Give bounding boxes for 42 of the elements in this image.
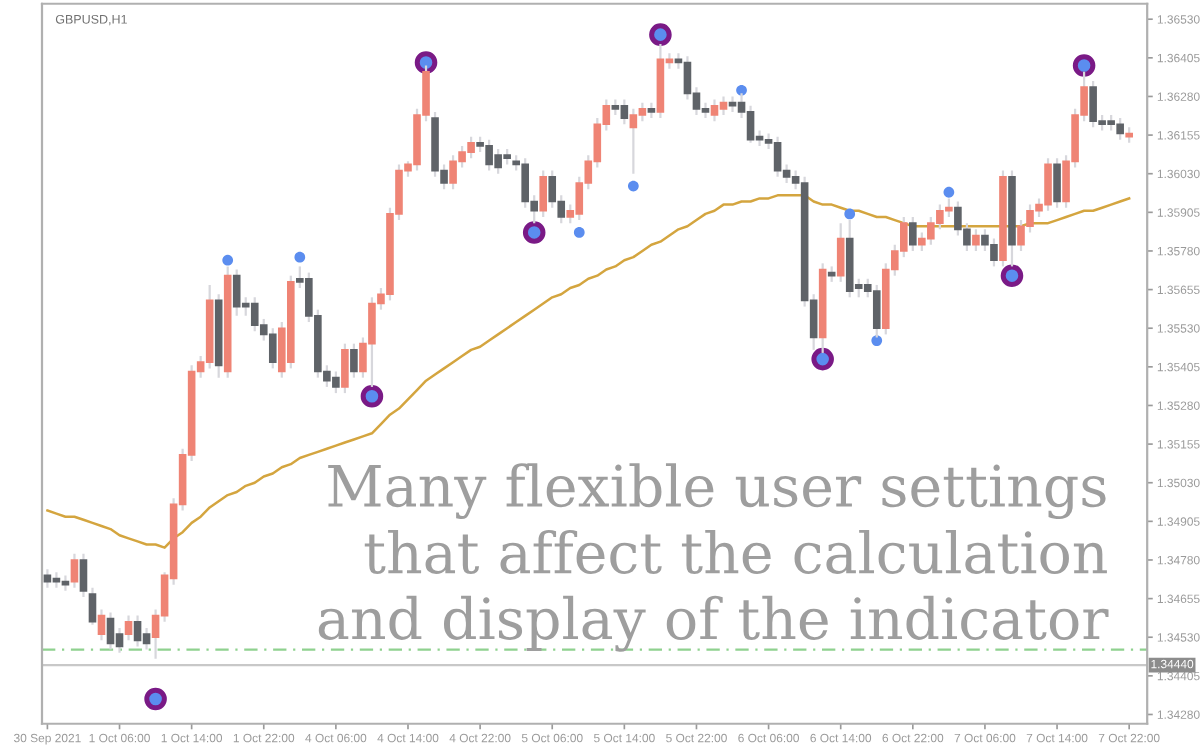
candlestick xyxy=(341,342,349,395)
candlestick xyxy=(61,574,70,592)
candlestick xyxy=(124,614,133,642)
point xyxy=(522,221,546,244)
candlestick xyxy=(746,104,755,144)
point xyxy=(871,335,883,346)
point xyxy=(222,254,234,266)
point xyxy=(573,227,585,238)
candlestick xyxy=(909,215,917,253)
candlestick xyxy=(719,95,728,117)
point xyxy=(144,687,167,711)
candlestick xyxy=(142,626,151,651)
point xyxy=(414,51,438,74)
candlestick xyxy=(106,611,115,651)
point xyxy=(1072,54,1096,77)
candlestick xyxy=(70,552,79,589)
candlestick xyxy=(539,169,548,219)
candlestick xyxy=(97,608,106,642)
point xyxy=(811,347,834,371)
candlestick xyxy=(629,107,638,175)
candlestick xyxy=(620,98,629,126)
point xyxy=(360,384,384,408)
point xyxy=(844,208,856,220)
candlestick xyxy=(115,626,124,654)
candlestick xyxy=(710,98,719,123)
point xyxy=(649,23,672,46)
candlestick xyxy=(728,95,737,114)
candlestick xyxy=(133,614,142,648)
point xyxy=(1000,264,1024,287)
candlestick xyxy=(1053,157,1061,209)
candlestick xyxy=(350,342,358,379)
candlestick xyxy=(836,222,845,283)
candlestick xyxy=(79,552,88,599)
annotation: Many flexible user settings that affect the calculation and display of the indicator xyxy=(318,463,1109,652)
candlestick xyxy=(88,586,97,626)
point xyxy=(627,180,639,192)
candlestick xyxy=(773,135,782,178)
point xyxy=(943,186,955,198)
candlestick xyxy=(972,228,980,253)
point xyxy=(294,251,306,263)
candlestick xyxy=(638,101,647,123)
candlestick xyxy=(268,327,277,370)
